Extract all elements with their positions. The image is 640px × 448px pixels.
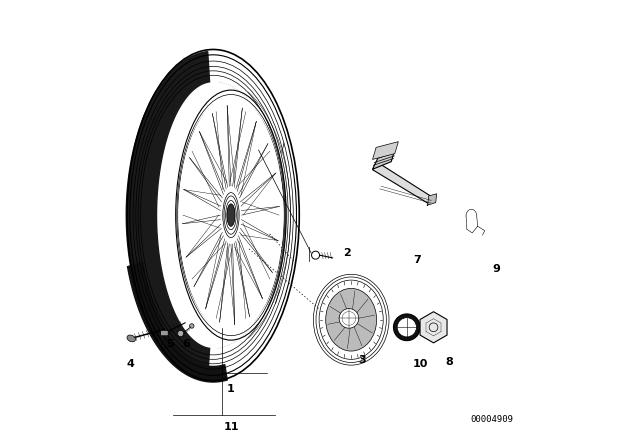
Text: 4: 4 bbox=[127, 359, 134, 369]
Text: 6: 6 bbox=[182, 339, 190, 349]
Polygon shape bbox=[372, 163, 434, 204]
Polygon shape bbox=[420, 312, 447, 343]
Text: 3: 3 bbox=[358, 355, 366, 365]
Text: 9: 9 bbox=[492, 263, 500, 274]
Text: 7: 7 bbox=[413, 254, 421, 265]
Text: 00004909: 00004909 bbox=[470, 414, 513, 423]
Circle shape bbox=[177, 331, 184, 336]
Circle shape bbox=[339, 309, 359, 328]
Text: 1: 1 bbox=[227, 384, 235, 394]
Circle shape bbox=[397, 318, 417, 337]
Text: 8: 8 bbox=[445, 357, 453, 367]
Circle shape bbox=[312, 251, 319, 259]
Text: 11: 11 bbox=[223, 422, 239, 431]
Ellipse shape bbox=[179, 96, 284, 334]
Text: 2: 2 bbox=[343, 248, 351, 258]
Polygon shape bbox=[372, 142, 398, 159]
Ellipse shape bbox=[227, 204, 235, 226]
Circle shape bbox=[189, 324, 194, 328]
Polygon shape bbox=[126, 52, 209, 379]
Text: 5: 5 bbox=[166, 339, 173, 349]
Polygon shape bbox=[372, 153, 394, 169]
Polygon shape bbox=[127, 262, 227, 382]
FancyBboxPatch shape bbox=[161, 331, 168, 336]
Ellipse shape bbox=[127, 335, 136, 342]
Text: 10: 10 bbox=[413, 359, 428, 369]
Circle shape bbox=[394, 314, 420, 340]
Ellipse shape bbox=[326, 289, 376, 351]
Polygon shape bbox=[427, 194, 436, 205]
